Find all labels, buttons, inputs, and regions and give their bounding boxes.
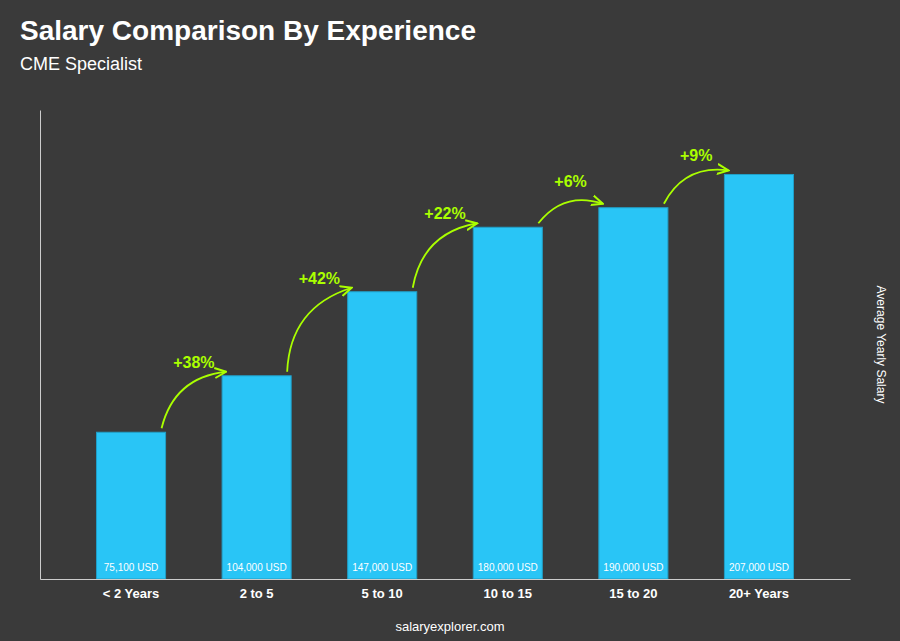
data-label: 190,000 USD xyxy=(603,562,663,573)
x-tick-label: 15 to 20 xyxy=(609,586,657,601)
annotations: +38% +42% +22% +6% +9% xyxy=(162,147,729,429)
data-label: 75,100 USD xyxy=(104,562,158,573)
annotation-arrow xyxy=(413,223,478,287)
annotation-arrow xyxy=(538,200,603,223)
x-axis: < 2 Years 2 to 5 5 to 10 10 to 15 15 to 20 20… xyxy=(41,579,851,601)
x-tick: < 2 Years xyxy=(103,579,160,601)
annotation: +9% xyxy=(680,147,712,164)
y-axis xyxy=(40,111,41,580)
data-labels: 75,100 USD 104,000 USD 147,000 USD 180,000 … xyxy=(104,562,789,573)
x-tick: 5 to 10 xyxy=(362,579,403,601)
bar xyxy=(724,174,793,579)
bar xyxy=(97,432,166,579)
x-tick-label: 2 to 5 xyxy=(240,586,274,601)
x-tick: 2 to 5 xyxy=(240,579,274,601)
annotation: +22% xyxy=(424,205,465,222)
background xyxy=(0,0,900,641)
annotation-arrow xyxy=(162,372,227,428)
x-tick-label: 5 to 10 xyxy=(362,586,403,601)
x-tick-label: 20+ Years xyxy=(729,586,789,601)
x-tick: 10 to 15 xyxy=(484,579,532,601)
title: Salary Comparison By Experience xyxy=(20,15,476,46)
subtitle: CME Specialist xyxy=(20,54,142,74)
bar xyxy=(599,208,668,579)
footer: salaryexplorer.com xyxy=(395,619,504,634)
bar xyxy=(222,376,291,579)
x-axis-line xyxy=(41,579,851,580)
bars xyxy=(97,174,794,579)
bar xyxy=(473,227,542,579)
data-label: 147,000 USD xyxy=(352,562,412,573)
x-tick-label: < 2 Years xyxy=(103,586,160,601)
data-label: 104,000 USD xyxy=(227,562,287,573)
x-tick: 20+ Years xyxy=(729,579,789,601)
plot: < 2 Years 2 to 5 5 to 10 10 to 15 15 to 20 20… xyxy=(41,111,851,602)
x-tick-label: 10 to 15 xyxy=(484,586,532,601)
bar xyxy=(348,292,417,579)
annotation: +6% xyxy=(554,173,586,190)
data-label: 207,000 USD xyxy=(729,562,789,573)
y-axis-line xyxy=(40,111,41,580)
annotation-arrow xyxy=(664,170,729,204)
annotation: +42% xyxy=(299,270,340,287)
x-tick: 15 to 20 xyxy=(609,579,657,601)
chart: < 2 Years 2 to 5 5 to 10 10 to 15 15 to 20 20… xyxy=(0,0,900,641)
y-axis-title: Average Yearly Salary xyxy=(874,286,888,404)
data-label: 180,000 USD xyxy=(478,562,538,573)
annotation-arrow xyxy=(287,288,352,372)
annotation: +38% xyxy=(173,354,214,371)
